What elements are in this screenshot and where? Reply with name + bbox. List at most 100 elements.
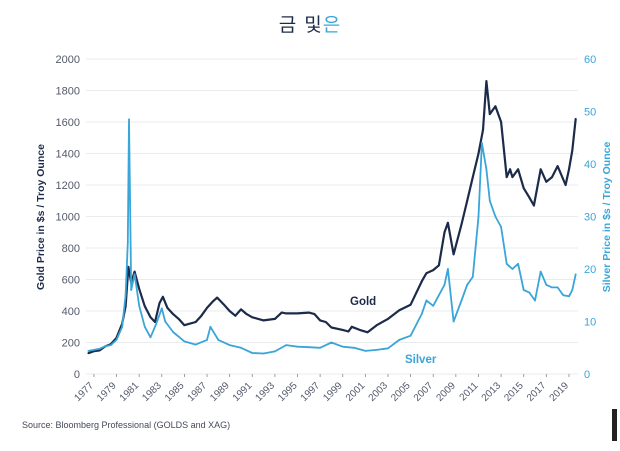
silver-axis-tick-label: 30 (584, 212, 596, 224)
gold-axis-tick-label: 1800 (56, 86, 80, 98)
silver-data-point (274, 350, 276, 353)
silver-data-point (98, 347, 101, 350)
gold-axis-tick-label: 200 (62, 338, 80, 350)
silver-data-point (432, 304, 435, 307)
gold-data-point (307, 311, 310, 314)
silver-data-point (387, 347, 389, 350)
year-tick-label: 2001 (344, 380, 368, 404)
gold-data-point (98, 349, 101, 352)
silver-data-point (206, 339, 208, 341)
silver-data-point (443, 283, 446, 286)
gold-axis-title: Gold Price in $s / Troy Ounce (35, 144, 47, 290)
gold-data-point (166, 307, 169, 309)
silver-data-point (130, 289, 133, 291)
gold-data-point (274, 318, 276, 320)
silver-data-point (183, 340, 186, 343)
silver-axis-tick-label: 0 (584, 369, 590, 381)
gold-data-point (545, 180, 548, 183)
gold-axis-tick-label: 2000 (56, 54, 80, 66)
gold-data-point (471, 176, 474, 179)
gold-data-point (533, 204, 535, 207)
gold-data-point (234, 314, 237, 317)
gold-axis-tick-label: 600 (62, 275, 80, 287)
silver-data-point (421, 312, 423, 315)
gold-data-point (539, 168, 542, 171)
silver-data-point (556, 286, 559, 289)
silver-data-point (375, 349, 378, 351)
silver-data-point (307, 346, 310, 349)
gold-data-point (375, 324, 378, 327)
silver-data-point (138, 304, 141, 307)
gold-data-point (466, 199, 469, 202)
silver-data-point (251, 352, 254, 354)
silver-data-point (155, 323, 158, 325)
silver-data-point (296, 345, 299, 348)
gold-data-point (494, 105, 497, 108)
gold-data-point (366, 331, 369, 334)
gold-data-point (228, 310, 231, 312)
silver-data-point (164, 320, 167, 323)
silver-data-point (262, 352, 265, 355)
silver-data-point (460, 299, 463, 302)
silver-data-point (571, 289, 574, 291)
gold-axis-tick-label: 1200 (56, 180, 80, 192)
gold-axis-tick-label: 800 (62, 243, 80, 255)
gold-data-point (262, 319, 265, 322)
silver-data-point (228, 344, 231, 346)
gold-data-point (551, 176, 553, 179)
silver-data-point (466, 283, 469, 286)
silver-axis-tick-label: 20 (584, 264, 596, 276)
silver-data-point (471, 276, 474, 278)
gold-data-point (509, 168, 511, 171)
silver-data-point (511, 268, 514, 270)
silver-data-point (341, 345, 344, 348)
silver-data-point (452, 320, 455, 323)
gold-data-point (571, 149, 574, 152)
year-tick-label: 2019 (548, 380, 572, 404)
year-tick-label: 1979 (95, 380, 119, 404)
gold-data-point (133, 270, 136, 273)
year-tick-label: 1999 (321, 380, 345, 404)
year-tick-label: 1983 (140, 380, 164, 404)
gold-data-point (347, 330, 350, 333)
gold-data-point (574, 117, 577, 120)
gold-data-point (425, 272, 428, 275)
silver-data-point (330, 341, 333, 344)
gold-data-point (319, 319, 321, 322)
year-tick-label: 1995 (276, 380, 300, 404)
gold-data-point (127, 266, 130, 268)
silver-data-point (93, 349, 95, 351)
silver-data-point (494, 215, 497, 218)
silver-data-point (172, 331, 175, 333)
silver-data-point (115, 339, 118, 341)
gold-data-point (189, 322, 192, 325)
gold-data-point (452, 253, 455, 256)
gold-series-label: Gold (350, 296, 376, 308)
gold-data-point (223, 303, 225, 306)
silver-series-label: Silver (405, 354, 437, 366)
gold-axis-ticks: 0 200 400 600 800 1000 1200 1400 1600 1800 2000 (56, 54, 80, 381)
gold-data-point (206, 307, 208, 309)
series-lines (87, 80, 577, 355)
silver-data-point (124, 294, 127, 297)
silver-data-point (488, 199, 491, 202)
gold-data-point (522, 187, 525, 190)
gold-data-point (162, 295, 164, 298)
year-tick-label: 1981 (118, 380, 142, 404)
silver-data-point (505, 262, 508, 265)
gold-data-point (556, 165, 559, 168)
silver-axis-tick-label: 10 (584, 317, 596, 329)
gold-data-point (296, 312, 299, 315)
silver-data-point (398, 339, 401, 341)
silver-data-point (104, 345, 107, 348)
silver-data-point (528, 291, 531, 294)
silver-axis-tick-label: 50 (584, 107, 596, 119)
gold-data-point (350, 325, 353, 328)
year-tick-label: 2015 (502, 380, 526, 404)
year-tick-label: 1985 (163, 380, 187, 404)
gold-data-point (280, 311, 283, 314)
silver-axis-title: Silver Price in $s / Troy Ounce (601, 142, 613, 293)
silver-data-point (364, 350, 367, 352)
silver-data-point (517, 262, 519, 265)
gold-data-point (313, 313, 316, 315)
